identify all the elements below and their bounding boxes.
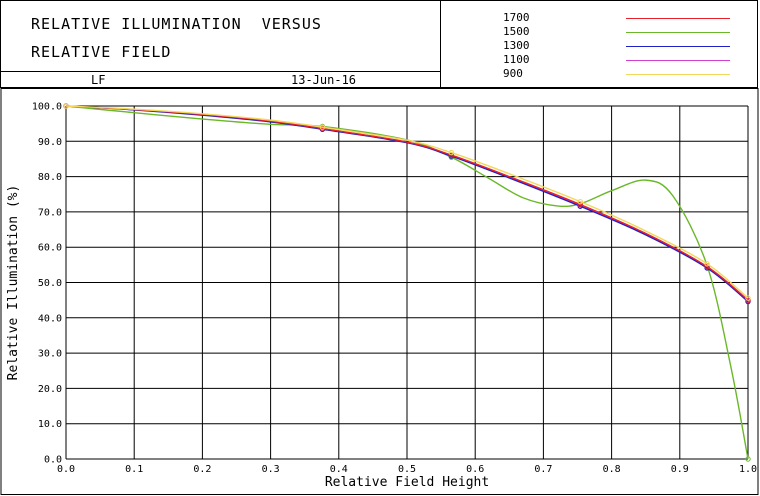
x-tick-label: 0.9 (671, 464, 689, 475)
info-row: LF 13-Jun-16 (1, 71, 441, 88)
plot-area: 0.0 0.1 0.2 0.3 0.4 0.5 0.6 0.7 0.8 0.9 1.0 0.0 10.0… (0, 88, 760, 496)
chart-svg: 0.0 0.1 0.2 0.3 0.4 0.5 0.6 0.7 0.8 0.9 1.0 0.0 10.0… (0, 88, 759, 495)
y-tick-label: 0.0 (44, 455, 62, 466)
x-tick-label: 0.8 (603, 464, 621, 475)
x-tick-label: 0.3 (262, 464, 280, 475)
x-tick-label: 0.6 (466, 464, 484, 475)
legend-swatch-900 (626, 74, 730, 75)
legend-label-1500: 1500 (503, 25, 530, 38)
legend-swatch-1500 (626, 32, 730, 33)
series-line-900 (65, 105, 749, 299)
legend-label-1100: 1100 (503, 53, 530, 66)
chart-header: RELATIVE ILLUMINATION VERSUS RELATIVE FI… (0, 0, 758, 88)
data-point-900 (745, 295, 751, 301)
y-tick-label: 80.0 (38, 172, 62, 183)
data-point-900 (448, 149, 455, 156)
legend-label-900: 900 (503, 67, 523, 80)
legend: 1700 1500 1300 1100 900 (441, 1, 759, 89)
legend-swatch-1300 (626, 46, 730, 47)
x-tick-label: 0.5 (398, 464, 416, 475)
y-tick-label: 60.0 (38, 243, 62, 254)
y-tick-label: 40.0 (38, 313, 62, 324)
x-tick-label: 0.2 (193, 464, 211, 475)
x-tick-label: 0.1 (125, 464, 143, 475)
chart-title-line-2: RELATIVE FIELD (31, 43, 172, 61)
y-tick-label: 90.0 (38, 137, 62, 148)
data-point-1500 (745, 456, 751, 462)
data-point-900 (319, 124, 326, 130)
y-tick-label: 70.0 (38, 207, 62, 218)
data-point-900 (577, 198, 583, 205)
plot-frame (0, 88, 759, 495)
legend-swatch-1100 (626, 60, 730, 61)
chart-title-line-1: RELATIVE ILLUMINATION VERSUS (31, 15, 322, 33)
y-tick-label: 100.0 (32, 102, 62, 113)
y-tick-label: 20.0 (38, 384, 62, 395)
series-line-1500 (65, 105, 749, 460)
data-point-900 (63, 103, 69, 109)
y-tick-label: 10.0 (38, 419, 62, 430)
y-tick-label: 30.0 (38, 349, 62, 360)
x-axis-label: Relative Field Height (325, 475, 489, 490)
x-tick-label: 0.4 (330, 464, 348, 475)
x-tick-label: 0.7 (534, 464, 552, 475)
legend-label-1300: 1300 (503, 39, 530, 52)
y-axis-label: Relative Illumination (%) (6, 185, 21, 381)
title-box: RELATIVE ILLUMINATION VERSUS RELATIVE FI… (1, 1, 441, 71)
x-tick-label: 0.0 (57, 464, 75, 475)
x-tick-label: 1.0 (739, 464, 757, 475)
y-tick-label: 50.0 (38, 278, 62, 289)
chart-date: 13-Jun-16 (291, 73, 357, 87)
legend-swatch-1700 (626, 18, 730, 19)
data-point-900 (704, 261, 710, 267)
lens-name: LF (91, 73, 106, 87)
legend-label-1700: 1700 (503, 11, 530, 24)
